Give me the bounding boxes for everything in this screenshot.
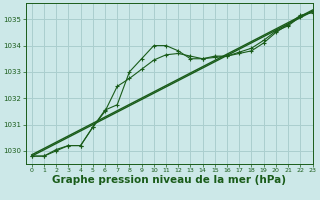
X-axis label: Graphe pression niveau de la mer (hPa): Graphe pression niveau de la mer (hPa)	[52, 175, 286, 185]
